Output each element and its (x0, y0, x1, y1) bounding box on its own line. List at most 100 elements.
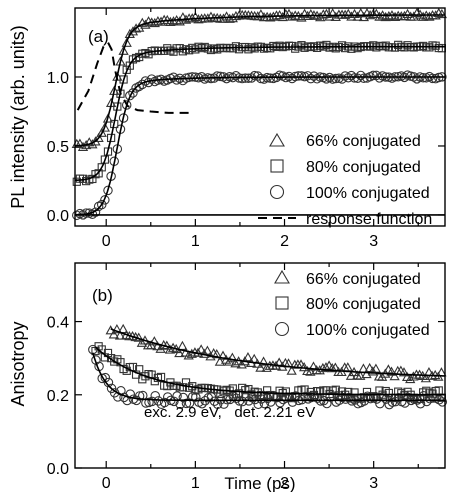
data-point-a-0 (102, 113, 114, 123)
data-point-b-2 (259, 398, 270, 409)
x-axis-label: Time (ps) (224, 474, 295, 492)
data-point-a-2 (243, 73, 254, 84)
data-point-a-0 (124, 28, 135, 38)
fit-line-a-2 (75, 76, 445, 216)
legend-b-80: 80% conjugated (306, 296, 421, 313)
data-point-b-0 (164, 344, 176, 354)
panel-b-annotation: exc. 2.9 eV, det. 2.21 eV (144, 404, 315, 421)
legend-b-square-icon (275, 296, 289, 310)
data-point-b-2 (153, 396, 164, 406)
x-tick-label: 3 (369, 233, 378, 250)
data-point-b-2 (287, 397, 298, 407)
data-point-b-0 (149, 336, 160, 346)
data-point-a-2 (349, 73, 360, 83)
fit-line-b-0 (110, 328, 445, 377)
data-point-b-2 (169, 396, 179, 407)
data-point-b-2 (178, 392, 189, 403)
data-point-a-0 (389, 11, 401, 22)
x-tick-label: 1 (191, 475, 200, 492)
data-point-b-2 (162, 392, 173, 402)
data-point-b-0 (236, 359, 247, 369)
data-point-a-2 (146, 74, 157, 84)
data-point-a-0 (374, 11, 385, 21)
data-point-b-0 (242, 352, 254, 362)
data-point-b-0 (214, 356, 226, 366)
data-point-a-0 (327, 8, 338, 18)
y-tick-label: 0.5 (47, 139, 69, 156)
panel-b-legend: 66% conjugated 80% conjugated 100% conju… (274, 269, 430, 339)
data-point-a-0 (436, 8, 448, 19)
legend-a-100: 100% conjugated (306, 185, 430, 202)
data-point-b-0 (408, 371, 419, 381)
data-point-b-1 (135, 365, 144, 374)
data-point-a-2 (287, 73, 297, 84)
data-point-b-2 (181, 398, 192, 409)
data-point-b-2 (387, 397, 398, 407)
panel-a-fits (74, 14, 445, 216)
data-point-b-2 (265, 397, 276, 407)
data-point-b-2 (237, 396, 248, 407)
data-point-a-1 (100, 155, 109, 164)
data-point-b-0 (174, 347, 185, 358)
data-point-b-0 (367, 366, 378, 376)
data-point-b-0 (320, 362, 332, 372)
data-point-a-0 (418, 11, 429, 21)
x-tick-label: 3 (369, 475, 378, 492)
data-point-b-0 (386, 366, 397, 376)
panel-a: 0 1 2 3 0.0 0.5 1.0 (a) PL intensity (arb. uni… (8, 7, 448, 250)
legend-a-triangle-icon (269, 132, 285, 147)
data-point-a-2 (368, 70, 378, 81)
data-point-a-0 (99, 122, 111, 132)
data-point-a-0 (355, 7, 366, 18)
response-function-curve (76, 40, 191, 114)
panel-a-frame (74, 7, 446, 227)
data-point-b-0 (370, 363, 382, 373)
data-point-a-0 (112, 71, 123, 81)
panel-a-label: (a) (88, 27, 109, 46)
data-point-b-0 (298, 361, 310, 372)
legend-a-circle-icon (269, 184, 285, 200)
data-point-a-2 (121, 100, 132, 110)
data-point-b-0 (261, 362, 272, 372)
data-point-a-2 (196, 71, 207, 82)
data-point-a-2 (231, 71, 241, 81)
y-tick-label: 0.2 (47, 388, 69, 405)
data-point-a-2 (137, 79, 148, 90)
data-point-b-2 (437, 397, 448, 407)
legend-a-66: 66% conjugated (306, 133, 421, 150)
x-tick-label: 2 (280, 233, 289, 250)
data-point-a-1 (97, 163, 106, 172)
fit-line-b-1 (94, 346, 445, 396)
data-point-b-0 (136, 337, 148, 347)
data-point-a-2 (96, 199, 107, 210)
data-point-a-2 (331, 73, 341, 84)
panel-b: 0 1 2 3 0.0 0.2 0.4 (b) Anisotropy exc. 2.9 eV… (8, 262, 448, 492)
x-tick-label: 2 (280, 475, 289, 492)
legend-a-80: 80% conjugated (306, 159, 421, 176)
data-point-a-0 (74, 138, 86, 148)
legend-a-response: response function (306, 211, 432, 228)
x-tick-label: 1 (191, 233, 200, 250)
data-point-a-0 (109, 85, 120, 95)
data-point-a-0 (77, 141, 89, 151)
data-point-a-2 (352, 73, 363, 83)
data-point-a-2 (371, 70, 382, 81)
data-point-a-0 (130, 23, 142, 33)
data-point-a-2 (237, 73, 247, 84)
data-point-b-0 (230, 358, 241, 368)
data-point-a-2 (168, 72, 179, 82)
data-point-b-0 (108, 329, 119, 339)
y-tick-label: 1.0 (47, 70, 69, 87)
data-point-a-0 (424, 11, 435, 21)
data-point-b-0 (217, 350, 229, 360)
data-point-a-2 (187, 72, 197, 82)
y-tick-label: 0.0 (47, 208, 69, 225)
panel-a-ylabel: PL intensity (arb. units) (8, 25, 28, 208)
legend-b-66: 66% conjugated (306, 271, 421, 288)
data-point-a-2 (427, 73, 438, 84)
panel-b-ticks: 0 1 2 3 0.0 0.2 0.4 (47, 263, 445, 492)
data-point-a-2 (355, 70, 366, 81)
legend-b-triangle-icon (274, 269, 290, 284)
data-point-b-0 (398, 367, 410, 377)
